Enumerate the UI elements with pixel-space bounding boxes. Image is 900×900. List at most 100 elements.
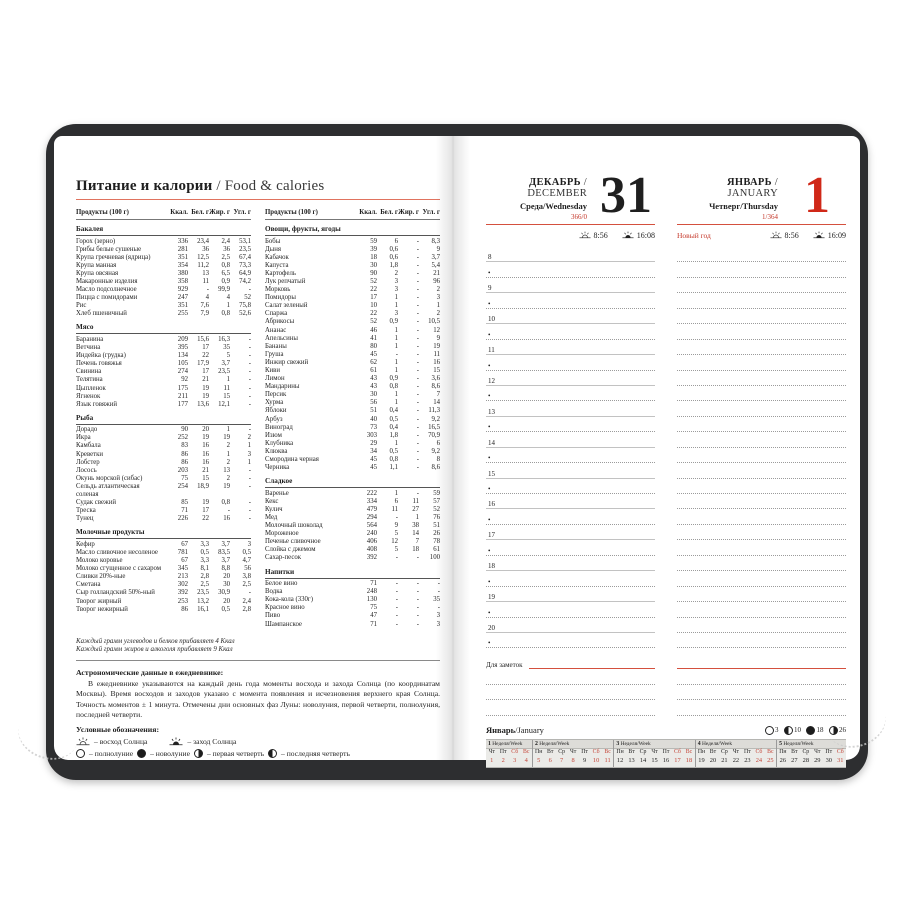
calendar-date: 13 — [628, 756, 635, 764]
food-value: 0,4 — [389, 407, 399, 415]
food-value: - — [248, 400, 251, 408]
calorie-note: Каждый грамм жиров и алкоголя прибавляет… — [76, 646, 233, 654]
food-value: 30 — [370, 261, 377, 269]
food-value: 2,5 — [200, 581, 210, 589]
food-value: 3 — [394, 310, 398, 318]
food-name: Лук репчатый — [265, 277, 306, 285]
food-value: 73 — [370, 423, 377, 431]
food-value: 15,6 — [197, 335, 209, 343]
food-value: 8,3 — [431, 237, 441, 245]
food-name: Картофель — [265, 269, 296, 277]
food-value: 92 — [181, 376, 188, 384]
hour-label: 19 — [488, 593, 495, 602]
food-value: 41 — [370, 334, 377, 342]
hour-label: 12 — [488, 376, 495, 385]
schedule-column-december: 8 • 9 • 10 • 11 • 12 • 13 • 14 • 15 • 16 • 17 • 18 • 19 • 20 • Для… — [486, 247, 655, 716]
schedule-line-blank — [677, 479, 846, 494]
food-name: Окунь морской (сибас) — [76, 474, 143, 482]
food-value: 105 — [177, 360, 188, 368]
food-table-row: Масло сливочное несоленое 781 0,5 83,5 0,5 — [76, 549, 251, 557]
food-value: 336 — [177, 237, 188, 245]
food-table-row: Сливки 20%-ные 213 2,8 20 3,8 — [76, 573, 251, 581]
month-ru: ЯНВАРЬ — [727, 177, 772, 188]
food-table-row: Арбуз 40 0,5 - 9,2 — [265, 416, 440, 424]
food-value: 67,4 — [239, 253, 251, 261]
hour-label: • — [488, 577, 491, 586]
food-value: 52,6 — [239, 310, 251, 318]
food-value: 19 — [433, 342, 440, 350]
food-value: 1 — [394, 334, 398, 342]
hour-label: 9 — [488, 284, 492, 293]
food-value: 1 — [394, 358, 398, 366]
hour-label: • — [488, 639, 491, 648]
food-value: 3,8 — [242, 573, 252, 581]
food-value: 7,6 — [200, 302, 210, 310]
food-name: Сметана — [76, 581, 101, 589]
food-value: - — [416, 286, 419, 294]
legend-heading: Условные обозначения: — [76, 725, 160, 735]
moon-phase: 26 — [828, 725, 846, 735]
schedule-line: • — [486, 540, 655, 556]
schedule-line-blank — [677, 669, 846, 685]
month-ru: ДЕКАБРЬ — [529, 177, 581, 188]
food-value: 20 — [223, 573, 230, 581]
food-column-header: Продукты (100 г) — [76, 209, 129, 216]
food-value: 18,9 — [197, 482, 209, 490]
food-value: - — [416, 367, 419, 374]
food-section-title: Мясо — [76, 323, 251, 335]
calendar-date: 9 — [583, 756, 587, 764]
food-value: 213 — [177, 573, 188, 581]
food-value: 2,5 — [221, 253, 231, 261]
food-value: - — [437, 580, 440, 588]
food-value: 99,9 — [218, 286, 230, 294]
calendar-day-name: Пт — [662, 749, 670, 756]
notes-red-line-row — [677, 652, 846, 670]
calendar-week-header: 3 Неделя/Week — [614, 739, 695, 750]
food-value: 3,7 — [221, 557, 231, 565]
food-value: 2,8 — [200, 573, 210, 581]
food-value: 0,9 — [389, 375, 399, 383]
food-value: 3 — [436, 612, 440, 620]
hour-label: 10 — [488, 315, 495, 324]
calendar-day-name: Сб — [592, 749, 600, 756]
calendar-week-header: 4 Неделя/Week — [695, 739, 777, 750]
food-table-row: Черника 45 1,1 - 8,6 — [265, 464, 440, 472]
schedule-line-blank — [677, 371, 846, 386]
sunrise-icon — [76, 737, 90, 746]
food-name: Судак свежий — [76, 499, 116, 507]
food-section-title: Сладкое — [265, 477, 440, 489]
food-table-row: Инжир свежий 62 1 - 16 — [265, 359, 440, 367]
food-name: Горох (зерно) — [76, 237, 116, 245]
food-name: Креветки — [76, 450, 104, 458]
hour-label: 11 — [488, 346, 495, 355]
food-value: 1 — [394, 489, 398, 497]
food-table-row: Крупа манная 354 11,2 0,8 73,3 — [76, 262, 251, 270]
food-name: Кока-кола (330г) — [265, 596, 313, 604]
food-value: - — [437, 588, 440, 596]
food-name: Ягненок — [76, 392, 101, 400]
food-value: 13 — [223, 466, 230, 474]
food-value: 19 — [202, 499, 209, 507]
food-value: 3 — [436, 620, 440, 628]
food-table-row: Индейка (грудка) 134 22 5 - — [76, 352, 251, 360]
food-value: 86 — [181, 450, 188, 458]
month-en: / JANUARY — [727, 177, 778, 199]
day-number: 31 — [600, 167, 652, 224]
food-value: - — [248, 426, 251, 434]
food-table-row: Мандарины 43 0,8 - 8,6 — [265, 383, 440, 391]
food-value: - — [416, 302, 419, 310]
food-table-row: Мед 294 - 1 76 — [265, 514, 440, 522]
schedule-line-blank — [677, 324, 846, 340]
schedule-line-blank — [677, 247, 846, 263]
food-value: 30 — [370, 391, 377, 399]
food-table-row: Рис 351 7,6 1 75,8 — [76, 302, 251, 310]
calendar-week-header: 5 Неделя/Week — [777, 739, 847, 750]
food-value: - — [416, 310, 419, 318]
food-value: 3,3 — [200, 557, 210, 565]
schedule-line-blank — [677, 417, 846, 433]
sunset-value: 16:08 — [636, 230, 655, 240]
food-value: 240 — [366, 530, 377, 538]
calendar-week: 4 Неделя/Week Пн Вт Ср Чт Пт Сб Вс 19 20 21 22 23 24 2… — [695, 739, 778, 767]
schedule-line: 20 — [486, 618, 655, 633]
